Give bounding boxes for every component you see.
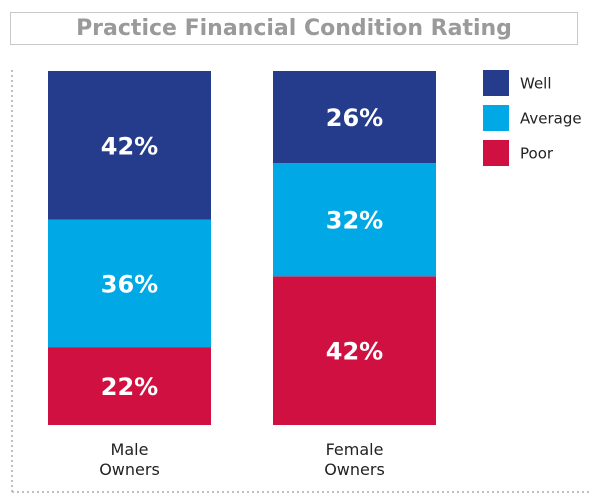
bar-value-label: 32%	[326, 207, 383, 235]
bar-value-label: 26%	[326, 104, 383, 132]
legend-swatch	[483, 105, 509, 131]
legend-label: Well	[520, 75, 552, 93]
chart-title: Practice Financial Condition Rating	[10, 12, 578, 45]
bar-segment	[48, 347, 211, 425]
legend-label: Poor	[520, 145, 554, 163]
bar-value-label: 42%	[326, 338, 383, 366]
legend-swatch	[483, 70, 509, 96]
bar-value-label: 42%	[101, 132, 158, 160]
x-tick-label: Male Owners	[99, 440, 160, 479]
bar-value-label: 22%	[101, 373, 158, 401]
bar-segment	[273, 71, 436, 164]
bar-segment	[48, 219, 211, 348]
bar-value-label: 36%	[101, 270, 158, 298]
bar-segment	[273, 276, 436, 425]
x-tick-label: Female Owners	[324, 440, 385, 479]
bar-segment	[48, 71, 211, 220]
bar-segment	[273, 163, 436, 277]
legend-swatch	[483, 140, 509, 166]
legend-label: Average	[520, 110, 582, 128]
